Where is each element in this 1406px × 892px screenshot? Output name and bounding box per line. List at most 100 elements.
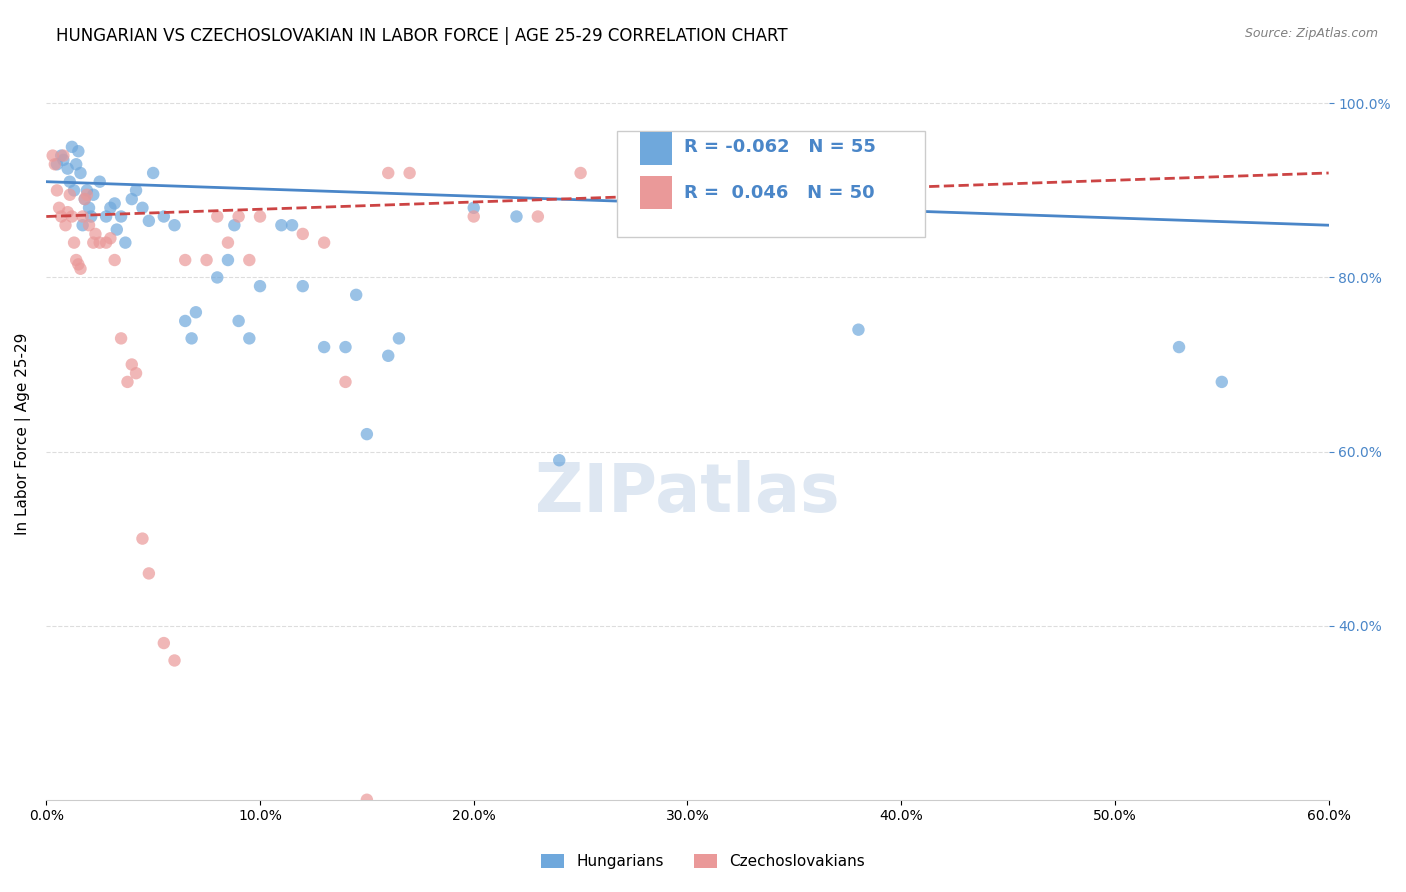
Point	[60, 140, 83, 154]
Point	[69, 261, 91, 276]
Point	[291, 279, 314, 293]
Point	[388, 331, 411, 345]
Point	[44, 157, 66, 171]
Point	[869, 210, 891, 224]
Point	[67, 145, 90, 159]
Point	[72, 210, 94, 224]
Point	[398, 166, 420, 180]
Point	[217, 253, 239, 268]
Point	[131, 201, 153, 215]
FancyBboxPatch shape	[640, 176, 672, 209]
Point	[195, 253, 218, 268]
Point	[335, 375, 357, 389]
Point	[207, 270, 229, 285]
Point	[697, 210, 720, 224]
Point	[72, 218, 94, 232]
Point	[67, 257, 90, 271]
Point	[377, 166, 399, 180]
Point	[125, 366, 148, 380]
Point	[100, 201, 122, 215]
Point	[228, 210, 250, 224]
Point	[69, 166, 91, 180]
Point	[291, 227, 314, 241]
FancyBboxPatch shape	[617, 130, 925, 236]
Point	[249, 279, 271, 293]
Point	[89, 175, 111, 189]
Point	[105, 222, 128, 236]
Point	[63, 183, 86, 197]
Point	[89, 235, 111, 250]
Point	[56, 205, 79, 219]
Point	[153, 636, 176, 650]
Text: HUNGARIAN VS CZECHOSLOVAKIAN IN LABOR FORCE | AGE 25-29 CORRELATION CHART: HUNGARIAN VS CZECHOSLOVAKIAN IN LABOR FO…	[56, 27, 787, 45]
Point	[76, 183, 98, 197]
Point	[377, 349, 399, 363]
Point	[548, 453, 571, 467]
Y-axis label: In Labor Force | Age 25-29: In Labor Force | Age 25-29	[15, 333, 31, 535]
Point	[228, 314, 250, 328]
Point	[52, 153, 75, 167]
Point	[356, 427, 378, 442]
Point	[217, 235, 239, 250]
Point	[55, 218, 77, 232]
Point	[184, 305, 207, 319]
Point	[104, 253, 127, 268]
Point	[76, 187, 98, 202]
Text: ZIPatlas: ZIPatlas	[536, 459, 839, 525]
Point	[117, 375, 139, 389]
Point	[356, 793, 378, 807]
Point	[80, 210, 103, 224]
Point	[344, 288, 367, 302]
Point	[73, 192, 96, 206]
Text: Source: ZipAtlas.com: Source: ZipAtlas.com	[1244, 27, 1378, 40]
Point	[174, 253, 197, 268]
Point	[142, 166, 165, 180]
Point	[505, 210, 527, 224]
Point	[77, 218, 100, 232]
Point	[65, 157, 87, 171]
FancyBboxPatch shape	[640, 132, 672, 165]
Point	[281, 218, 304, 232]
Point	[174, 314, 197, 328]
Point	[41, 148, 63, 162]
Point	[60, 210, 83, 224]
Point	[163, 218, 186, 232]
Point	[153, 210, 176, 224]
Point	[51, 210, 73, 224]
Point	[82, 187, 104, 202]
Point	[314, 340, 336, 354]
Point	[121, 192, 143, 206]
Point	[51, 148, 73, 162]
Point	[207, 210, 229, 224]
Point	[125, 183, 148, 197]
Point	[131, 532, 153, 546]
Point	[224, 218, 246, 232]
Point	[65, 253, 87, 268]
Point	[138, 214, 160, 228]
Point	[848, 323, 870, 337]
Point	[59, 175, 82, 189]
Point	[73, 192, 96, 206]
Point	[100, 231, 122, 245]
Point	[569, 166, 592, 180]
Point	[238, 253, 260, 268]
Point	[1211, 375, 1233, 389]
Point	[46, 157, 69, 171]
Point	[82, 235, 104, 250]
Point	[84, 227, 107, 241]
Legend: Hungarians, Czechoslovakians: Hungarians, Czechoslovakians	[534, 848, 872, 875]
Point	[527, 210, 550, 224]
Point	[94, 235, 117, 250]
Point	[110, 331, 132, 345]
Point	[238, 331, 260, 345]
Point	[121, 358, 143, 372]
Point	[270, 218, 292, 232]
Point	[56, 161, 79, 176]
Point	[180, 331, 202, 345]
Point	[110, 210, 132, 224]
Point	[52, 148, 75, 162]
Point	[138, 566, 160, 581]
Text: R =  0.046   N = 50: R = 0.046 N = 50	[683, 184, 875, 202]
Point	[114, 235, 136, 250]
Point	[463, 210, 485, 224]
